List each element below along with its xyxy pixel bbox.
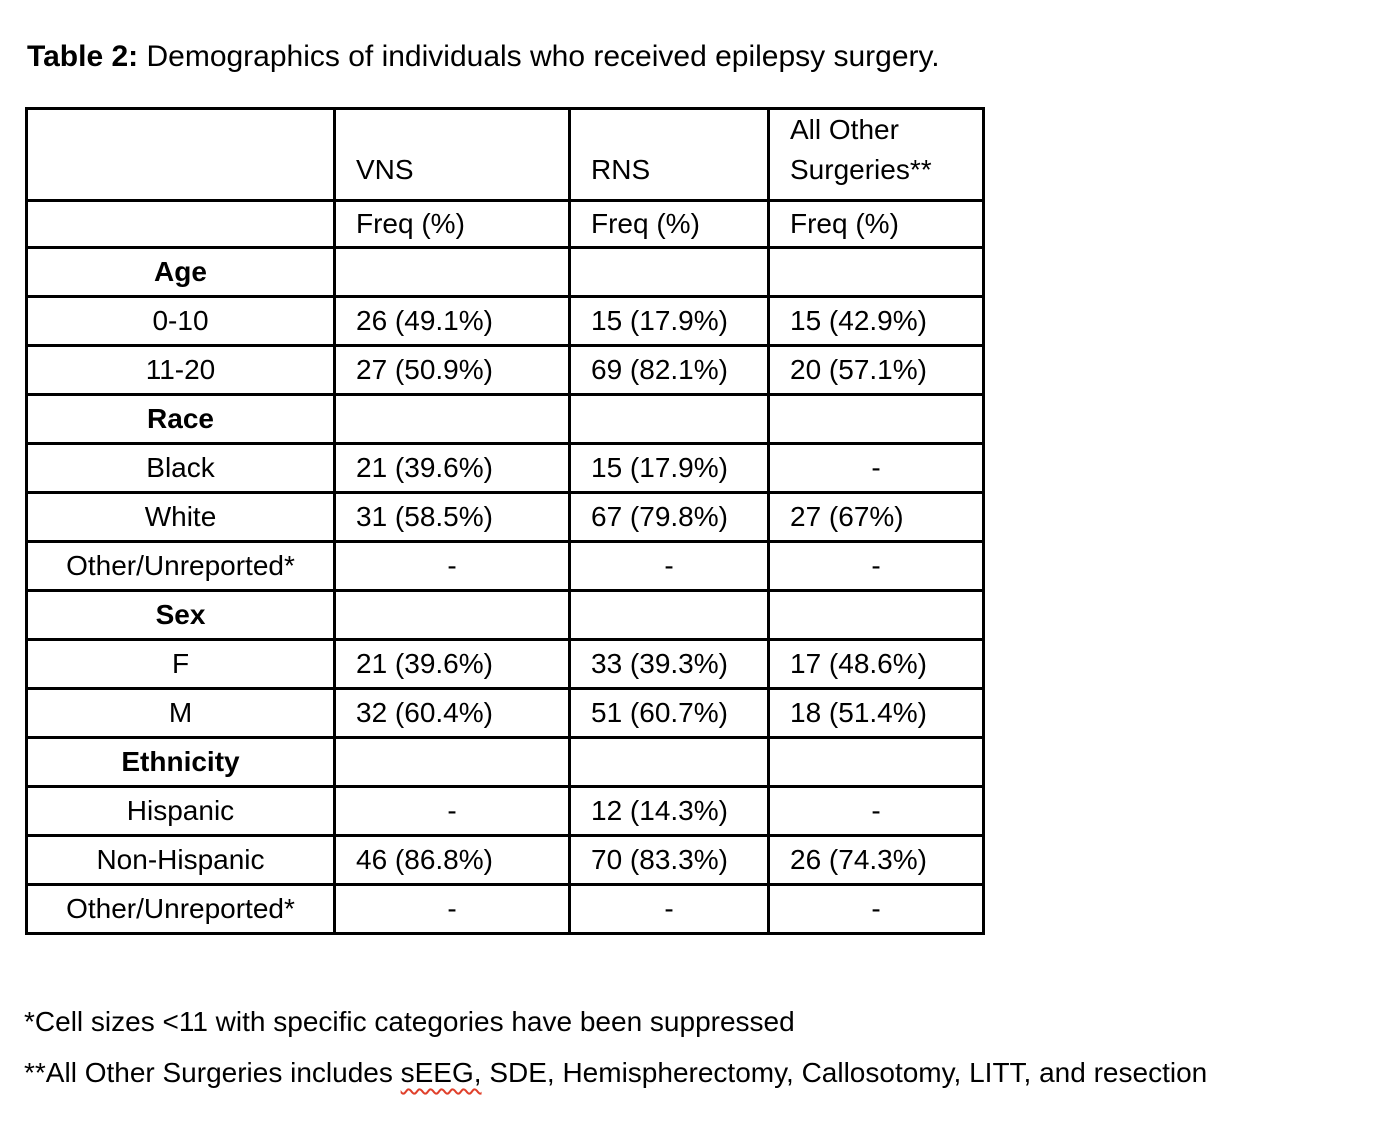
table-row: F 21 (39.6%) 33 (39.3%) 17 (48.6%) [25,638,985,690]
footnote-2-suffix: SDE, Hemispherectomy, Callosotomy, LITT,… [481,1057,1208,1088]
table-row: 11-20 27 (50.9%) 69 (82.1%) 20 (57.1%) [25,344,985,396]
value-cell: 21 (39.6%) [333,442,571,494]
subheader-cell-vns-freq: Freq (%) [333,199,571,249]
header-cell-all-other-surgeries: All Other Surgeries** [767,107,985,202]
value-cell: - [767,785,985,837]
value-cell: 17 (48.6%) [767,638,985,690]
table-row: Black 21 (39.6%) 15 (17.9%) - [25,442,985,494]
section-label-cell: Age [25,246,336,298]
table-caption: Table 2: Demographics of individuals who… [27,38,940,76]
table-row: Race [25,393,985,445]
section-label-cell: Sex [25,589,336,641]
value-cell: 12 (14.3%) [568,785,770,837]
header-cell-rns: RNS [568,107,770,202]
table-row: Non-Hispanic 46 (86.8%) 70 (83.3%) 26 (74.3… [25,834,985,886]
value-cell: 26 (74.3%) [767,834,985,886]
value-cell: 46 (86.8%) [333,834,571,886]
table-header-row: VNS RNS All Other Surgeries** [25,107,985,202]
value-cell [568,393,770,445]
value-cell: 33 (39.3%) [568,638,770,690]
value-cell: 15 (17.9%) [568,442,770,494]
value-cell: 27 (50.9%) [333,344,571,396]
section-label-cell: Race [25,393,336,445]
row-label-cell: 0-10 [25,295,336,347]
value-cell: 21 (39.6%) [333,638,571,690]
value-cell [568,589,770,641]
value-cell [767,589,985,641]
table-row: 0-10 26 (49.1%) 15 (17.9%) 15 (42.9%) [25,295,985,347]
footnotes: *Cell sizes <11 with specific categories… [24,1002,1207,1104]
row-label-cell: Black [25,442,336,494]
value-cell: - [333,540,571,592]
subheader-cell-rns-freq: Freq (%) [568,199,770,249]
value-cell [767,246,985,298]
value-cell [568,246,770,298]
table-row: White 31 (58.5%) 67 (79.8%) 27 (67%) [25,491,985,543]
value-cell [568,736,770,788]
demographics-table: VNS RNS All Other Surgeries** Freq (%) F… [25,107,985,935]
footnote-suppressed-cells: *Cell sizes <11 with specific categories… [24,1006,795,1037]
table-row: Other/Unreported* - - - [25,540,985,592]
value-cell [767,736,985,788]
footnote-all-other-surgeries: **All Other Surgeries includes sEEG, SDE… [24,1053,1207,1093]
table-body: Age 0-10 26 (49.1%) 15 (17.9%) 15 (42.9%) 11-… [25,246,985,935]
table-row: Hispanic -12 (14.3%) - [25,785,985,837]
row-label-cell: F [25,638,336,690]
value-cell: 32 (60.4%) [333,687,571,739]
row-label-cell: 11-20 [25,344,336,396]
value-cell: 27 (67%) [767,491,985,543]
row-label-cell: Non-Hispanic [25,834,336,886]
row-label-cell: M [25,687,336,739]
table-caption-text: Demographics of individuals who received… [138,40,940,73]
value-cell: 20 (57.1%) [767,344,985,396]
header-cell-vns: VNS [333,107,571,202]
value-cell: - [767,540,985,592]
value-cell: - [767,442,985,494]
footnote-2-prefix: **All Other Surgeries includes [24,1057,401,1088]
value-cell: 15 (42.9%) [767,295,985,347]
value-cell [333,736,571,788]
subheader-cell-empty [25,199,336,249]
table-caption-number: Table 2: [27,40,139,73]
value-cell: 31 (58.5%) [333,491,571,543]
table-row: M 32 (60.4%) 51 (60.7%) 18 (51.4%) [25,687,985,739]
value-cell [333,246,571,298]
value-cell: 18 (51.4%) [767,687,985,739]
value-cell: - [568,540,770,592]
value-cell: 69 (82.1%) [568,344,770,396]
value-cell: 51 (60.7%) [568,687,770,739]
value-cell [767,393,985,445]
value-cell [333,589,571,641]
value-cell: 67 (79.8%) [568,491,770,543]
value-cell: - [333,883,571,935]
value-cell: 26 (49.1%) [333,295,571,347]
value-cell: - [333,785,571,837]
spellcheck-flagged-word: sEEG, [400,1057,482,1088]
row-label-cell: Hispanic [25,785,336,837]
value-cell [333,393,571,445]
value-cell: - [568,883,770,935]
table-row: Sex [25,589,985,641]
table-subheader-row: Freq (%) Freq (%) Freq (%) [25,199,985,249]
value-cell: 70 (83.3%) [568,834,770,886]
value-cell: - [767,883,985,935]
table-row: Other/Unreported* - - - [25,883,985,935]
row-label-cell: Other/Unreported* [25,883,336,935]
subheader-cell-other-freq: Freq (%) [767,199,985,249]
header-cell-empty [25,107,336,202]
row-label-cell: White [25,491,336,543]
table-row: Ethnicity [25,736,985,788]
table-row: Age [25,246,985,298]
section-label-cell: Ethnicity [25,736,336,788]
value-cell: 15 (17.9%) [568,295,770,347]
row-label-cell: Other/Unreported* [25,540,336,592]
